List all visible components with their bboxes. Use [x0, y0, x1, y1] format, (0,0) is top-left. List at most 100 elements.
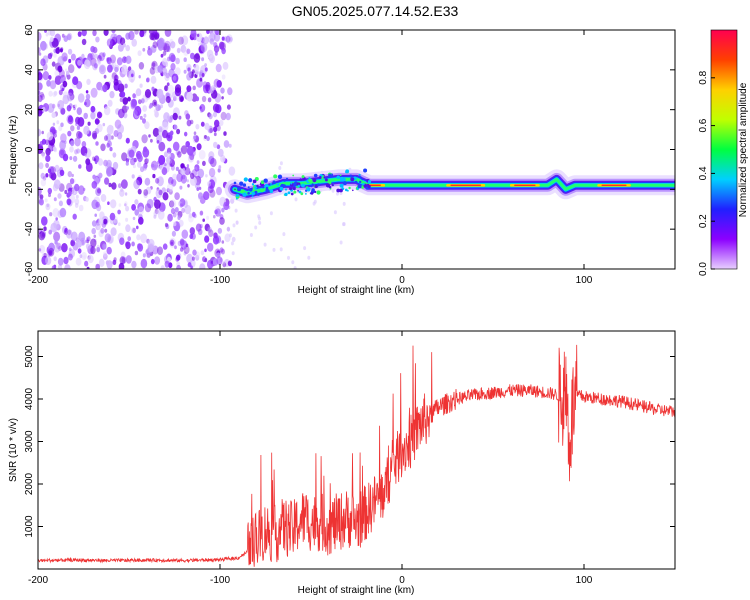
noise-blob: [78, 164, 82, 169]
signal-speckle: [282, 184, 286, 188]
noise-blob: [77, 31, 82, 37]
noise-blob: [187, 262, 192, 268]
noise-blob: [119, 37, 126, 45]
noise-blob: [68, 58, 72, 64]
noise-blob: [219, 247, 224, 253]
noise-blob: [109, 90, 115, 99]
noise-blob: [68, 247, 72, 252]
noise-blob: [38, 231, 46, 241]
noise-blob: [179, 203, 183, 208]
noise-blob: [201, 95, 207, 103]
noise-blob: [51, 265, 57, 269]
noise-blob: [119, 256, 126, 265]
noise-blob: [342, 222, 345, 227]
y-tick-label: 60: [24, 24, 35, 36]
noise-blob: [178, 219, 184, 227]
noise-blob: [118, 183, 122, 189]
noise-blob: [107, 234, 114, 244]
snr-y-ticks: 1000 2000 3000 4000 5000: [24, 345, 675, 538]
noise-blob: [108, 182, 112, 188]
noise-blob: [42, 71, 50, 81]
noise-blob: [231, 251, 235, 256]
noise-blob: [227, 260, 232, 267]
noise-blob: [307, 255, 311, 260]
noise-blob: [106, 167, 113, 177]
noise-blob: [220, 154, 226, 163]
signal-speckle: [362, 182, 365, 186]
noise-blob: [195, 32, 203, 42]
noise-blob: [333, 210, 337, 215]
noise-blob: [263, 242, 267, 247]
noise-blob: [47, 53, 53, 60]
noise-blob: [212, 111, 218, 118]
noise-blob: [92, 30, 97, 37]
noise-blob: [174, 84, 182, 93]
noise-blob: [199, 210, 204, 216]
signal-speckle: [301, 175, 305, 179]
noise-blob: [146, 77, 150, 83]
noise-blob: [138, 216, 144, 225]
noise-blob: [132, 93, 136, 99]
noise-blob: [151, 163, 155, 168]
noise-blob: [221, 240, 225, 244]
noise-blob: [103, 74, 107, 79]
noise-blob: [170, 41, 176, 49]
noise-blob: [197, 228, 203, 236]
noise-blob: [69, 146, 74, 153]
noise-blob: [113, 130, 119, 137]
noise-blob: [208, 113, 213, 120]
noise-blob: [195, 223, 202, 232]
noise-blob: [193, 64, 200, 73]
noise-blob: [156, 140, 160, 144]
noise-blob: [278, 166, 282, 170]
noise-blob: [279, 247, 283, 252]
noise-blob: [157, 246, 163, 255]
noise-blob: [117, 209, 121, 215]
noise-blob: [205, 174, 208, 178]
noise-blob: [180, 247, 184, 252]
noise-blob: [78, 204, 84, 212]
x-tick-label: 0: [399, 275, 405, 286]
noise-blob: [212, 235, 220, 245]
signal-speckle: [251, 195, 254, 198]
noise-blob: [169, 200, 175, 208]
x-tick-label: -200: [28, 575, 48, 586]
noise-blob: [81, 53, 85, 59]
noise-blob: [185, 243, 189, 248]
noise-blob: [206, 136, 210, 142]
noise-blob: [215, 208, 221, 217]
noise-blob: [45, 154, 51, 162]
noise-blob: [171, 73, 179, 84]
noise-blob: [144, 121, 150, 130]
noise-blob: [38, 244, 46, 254]
noise-blob: [38, 248, 42, 252]
noise-blob: [51, 112, 56, 119]
noise-blob: [49, 80, 57, 90]
colorbar-tick-label: 0.2: [698, 214, 709, 228]
noise-blob: [174, 96, 178, 101]
noise-blob: [81, 30, 87, 37]
noise-blob: [98, 217, 104, 225]
signal-speckle: [250, 192, 252, 195]
noise-blob: [86, 266, 90, 269]
signal-speckle: [358, 175, 361, 178]
noise-blob: [111, 72, 118, 80]
noise-blob: [195, 96, 200, 102]
noise-blob: [87, 255, 94, 264]
noise-blob: [54, 240, 58, 245]
noise-blob: [158, 37, 165, 46]
noise-blob: [64, 189, 68, 195]
noise-blob: [186, 164, 190, 168]
signal-speckle: [236, 197, 238, 200]
noise-blob: [90, 87, 98, 98]
signal-speckle: [263, 178, 268, 183]
noise-blob: [170, 54, 176, 63]
noise-blob: [166, 183, 174, 193]
noise-blob: [121, 64, 128, 75]
noise-blob: [72, 155, 78, 162]
noise-blob: [70, 53, 76, 61]
signal-speckle: [260, 189, 264, 193]
signal-speckle: [242, 183, 247, 187]
noise-blob: [154, 199, 161, 209]
spectrogram-x-axis-label: Height of straight line (km): [298, 285, 415, 296]
